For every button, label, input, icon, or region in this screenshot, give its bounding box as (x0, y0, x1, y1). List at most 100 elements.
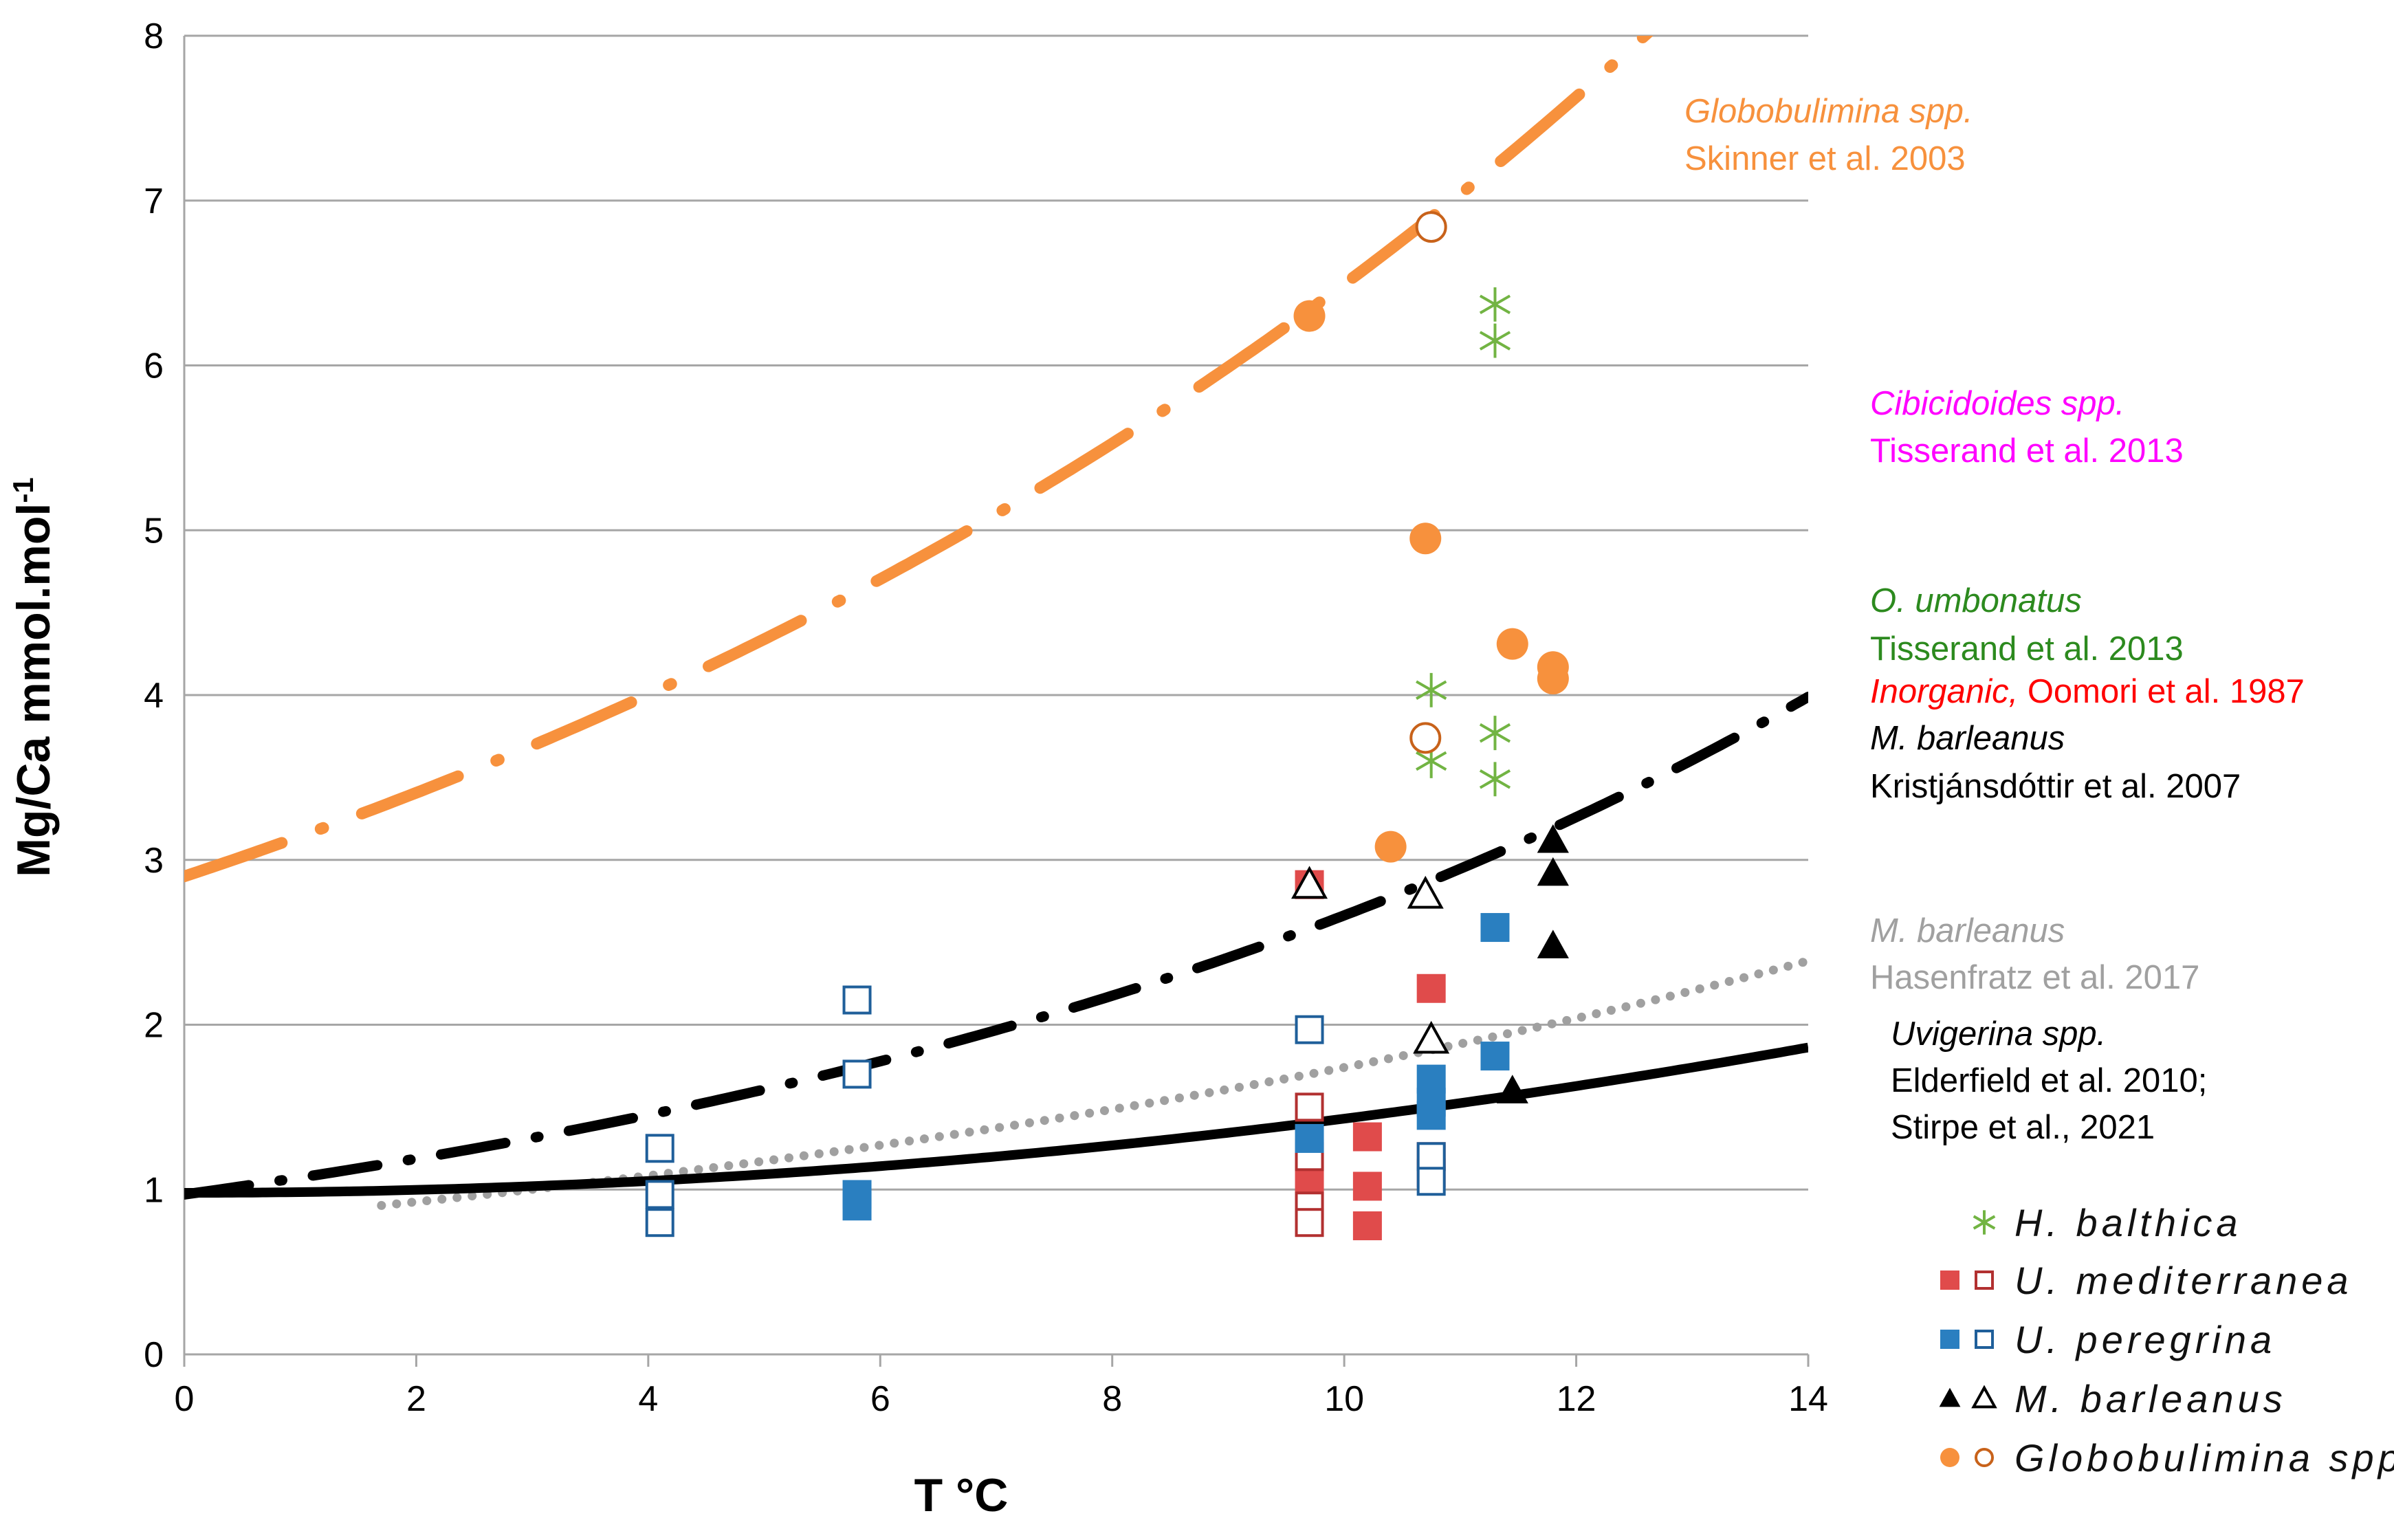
legend-marker-2-0 (1940, 1330, 1959, 1349)
legend-marker-2-0-shape (1940, 1330, 1959, 1349)
data-point-1-4-shape (1295, 1167, 1324, 1196)
series-7 (1293, 300, 1569, 863)
legend-marker-0-0-stroke-2 (1973, 1215, 1996, 1230)
data-point-5-1-shape (1537, 857, 1569, 886)
calibration-curve-3 (184, 1042, 1808, 1198)
data-point-4-7 (1416, 1167, 1446, 1196)
data-point-8-0-shape (1415, 211, 1447, 243)
annotation-glob-line-0: Globobulimina spp. (1684, 93, 1973, 130)
data-point-4-0-shape (842, 985, 872, 1015)
annotation-uvi-line-2: Stirpe et al., 2021 (1891, 1109, 2155, 1146)
annotation-cib: Cibicidoides spp. Tisserand et al. 2013 (1870, 385, 2184, 470)
data-point-0-5 (1479, 762, 1511, 797)
data-point-0-1-stroke-2 (1479, 331, 1511, 351)
legend-entry-2: U. peregrina (1940, 1318, 2276, 1361)
data-point-6-1 (1407, 875, 1444, 909)
annotation-oumb: O. umbonatus Tisserand et al. 2013 (1870, 582, 2184, 668)
series-4 (645, 985, 1446, 1238)
data-point-6-0-shape (1291, 866, 1328, 899)
data-point-0-0-stroke-2 (1479, 294, 1511, 315)
annotation-mbk: M. barleanus Kristjánsdóttir et al. 2007 (1870, 720, 2241, 805)
data-point-2-3-shape (1295, 1208, 1324, 1238)
legend-label-2: U. peregrina (2014, 1318, 2276, 1361)
data-point-6-2-shape (1413, 1020, 1450, 1054)
data-point-6-0 (1291, 866, 1328, 899)
data-point-4-4-shape (645, 1208, 674, 1238)
legend-marker-4-0-shape (1940, 1448, 1959, 1467)
data-point-7-0 (1293, 300, 1326, 332)
data-point-0-4 (1479, 716, 1511, 751)
calibration-curve-0 (184, 36, 1654, 883)
data-point-1-7 (1352, 1211, 1382, 1240)
annotation-cib-line-1: Tisserand et al. 2013 (1870, 432, 2184, 470)
data-point-4-4 (645, 1208, 674, 1238)
data-point-2-0 (1295, 1092, 1324, 1122)
data-point-3-7 (842, 1191, 872, 1221)
data-point-1-6 (1352, 1172, 1382, 1201)
data-point-4-5-shape (1295, 1015, 1324, 1044)
series-5 (1496, 824, 1569, 1103)
legend-marker-2-1-shape (1975, 1330, 1994, 1349)
data-point-2-3 (1295, 1208, 1324, 1238)
data-point-7-4 (1537, 663, 1569, 695)
y-tick-label-6: 6 (144, 346, 164, 386)
data-point-4-2-shape (645, 1134, 674, 1163)
data-point-5-0 (1537, 824, 1569, 853)
legend-label-0: H. balthica (2014, 1201, 2242, 1244)
calibration-curves (184, 36, 1808, 1210)
annotation-glob: Globobulimina spp. Skinner et al. 2003 (1684, 93, 1973, 177)
data-point-1-7-shape (1352, 1211, 1382, 1240)
data-point-7-2 (1496, 628, 1528, 660)
data-point-2-0-shape (1295, 1092, 1324, 1122)
y-tick-label-3: 3 (144, 841, 164, 881)
x-tick-label-14: 14 (1788, 1379, 1828, 1419)
data-point-3-3 (1416, 1101, 1446, 1130)
data-point-3-4-shape (1480, 1042, 1510, 1071)
y-tick-label-2: 2 (144, 1006, 164, 1046)
data-point-7-5 (1374, 830, 1407, 863)
data-point-0-5-stroke-2 (1479, 769, 1511, 789)
data-point-4-1-shape (842, 1059, 872, 1089)
data-point-5-3 (1496, 1075, 1528, 1103)
legend-marker-1-0 (1940, 1270, 1959, 1290)
x-tick-label-4: 4 (638, 1379, 658, 1419)
data-point-1-6-shape (1352, 1172, 1382, 1201)
data-point-3-0-shape (1480, 913, 1510, 943)
calibration-curve-1 (184, 692, 1808, 1200)
data-point-1-2-shape (1352, 1122, 1382, 1152)
legend-entry-3: M. barleanus (1939, 1377, 2287, 1420)
data-point-7-1 (1409, 522, 1442, 555)
y-axis-title-superscript: -1 (7, 477, 39, 503)
data-point-8-0 (1415, 211, 1447, 243)
annotation-glob-line-1: Skinner et al. 2003 (1684, 140, 1966, 177)
data-point-0-2 (1416, 672, 1447, 707)
annotation-uvi-line-0: Uvigerina spp. (1891, 1015, 2106, 1053)
x-tick-label-0: 0 (175, 1379, 195, 1419)
legend-label-3: M. barleanus (2014, 1377, 2287, 1420)
data-point-3-5-shape (1295, 1123, 1324, 1153)
data-point-0-0 (1479, 287, 1511, 322)
data-point-0-2-stroke-2 (1416, 680, 1447, 701)
data-point-3-7-shape (842, 1191, 872, 1221)
legend-marker-3-0-shape (1939, 1387, 1961, 1407)
y-tick-label-7: 7 (144, 182, 164, 221)
annotation-mbh-line-1: Hasenfratz et al. 2017 (1870, 959, 2199, 996)
legend-marker-3-1-shape (1971, 1385, 1997, 1409)
legend-entry-0: H. balthica (1973, 1201, 2242, 1244)
y-tick-label-1: 1 (144, 1170, 164, 1210)
legend-marker-4-1 (1975, 1448, 1994, 1467)
data-point-4-6-shape (1416, 1142, 1446, 1172)
data-point-3-5 (1295, 1123, 1324, 1153)
x-tick-label-10: 10 (1324, 1379, 1364, 1419)
annotation-mbh-line-0: M. barleanus (1870, 912, 2065, 949)
series-3 (842, 913, 1510, 1221)
data-point-1-4 (1295, 1167, 1324, 1196)
annotation-inorg: Inorganic, Oomori et al. 1987 (1870, 673, 2305, 710)
data-point-4-6 (1416, 1142, 1446, 1172)
legend-marker-0-0 (1973, 1210, 1996, 1235)
data-point-6-2 (1413, 1020, 1450, 1054)
data-point-3-0 (1480, 913, 1510, 943)
data-point-3-4 (1480, 1042, 1510, 1071)
